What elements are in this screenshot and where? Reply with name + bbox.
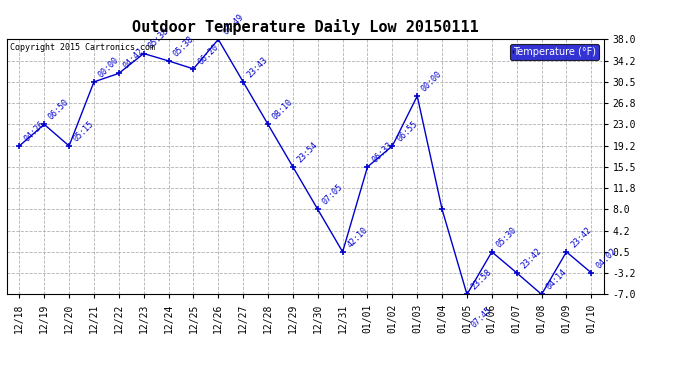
Text: 07:49: 07:49: [221, 12, 245, 37]
Text: 00:00: 00:00: [420, 69, 444, 93]
Text: 42:10: 42:10: [346, 225, 369, 249]
Legend: Temperature (°F): Temperature (°F): [510, 44, 599, 60]
Text: 23:58: 23:58: [470, 267, 494, 292]
Text: 23:43: 23:43: [246, 55, 270, 79]
Text: 04:02: 04:02: [594, 246, 618, 270]
Text: 04:42: 04:42: [121, 46, 146, 70]
Text: 06:20: 06:20: [196, 42, 220, 66]
Text: 06:50: 06:50: [47, 98, 71, 122]
Text: 07:05: 07:05: [321, 183, 344, 207]
Text: 07:45: 07:45: [470, 306, 494, 330]
Title: Outdoor Temperature Daily Low 20150111: Outdoor Temperature Daily Low 20150111: [132, 20, 479, 35]
Text: 23:54: 23:54: [296, 140, 319, 164]
Text: 05:38: 05:38: [146, 27, 170, 51]
Text: 23:42: 23:42: [569, 225, 593, 249]
Text: Copyright 2015 Cartronics.com: Copyright 2015 Cartronics.com: [10, 43, 155, 52]
Text: 06:55: 06:55: [395, 119, 420, 143]
Text: 23:42: 23:42: [520, 246, 544, 270]
Text: 00:00: 00:00: [97, 55, 121, 79]
Text: 04:26: 04:26: [22, 119, 46, 143]
Text: 08:10: 08:10: [270, 98, 295, 122]
Text: 06:33: 06:33: [371, 140, 394, 164]
Text: 05:38: 05:38: [171, 34, 195, 58]
Text: 05:15: 05:15: [72, 119, 96, 143]
Text: 04:14: 04:14: [544, 267, 569, 292]
Text: 05:30: 05:30: [495, 225, 519, 249]
